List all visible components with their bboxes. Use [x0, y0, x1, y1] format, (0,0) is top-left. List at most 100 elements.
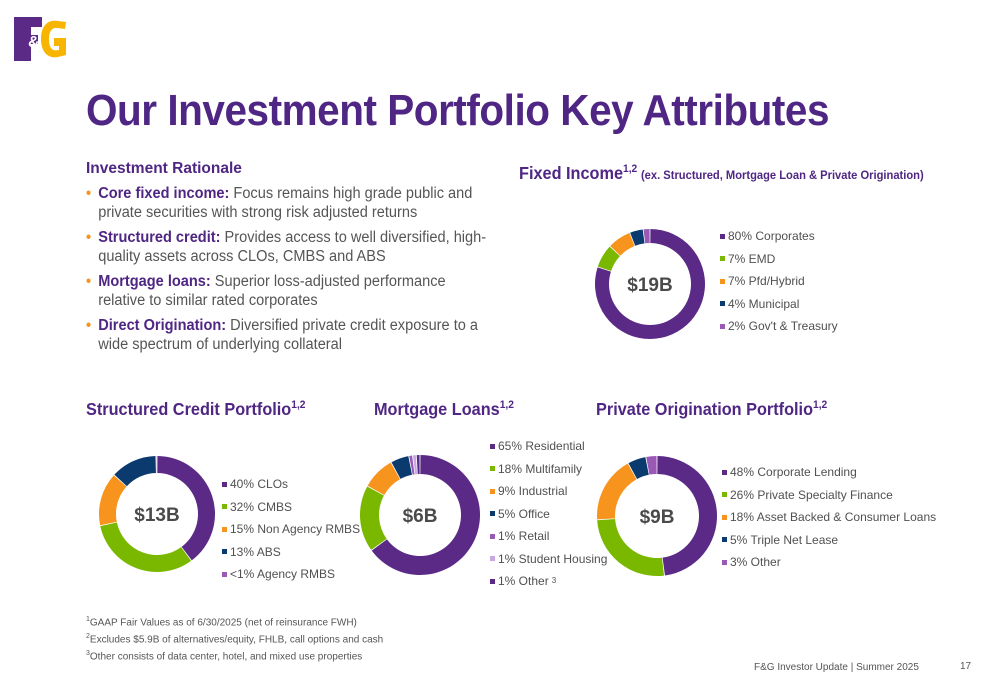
legend-swatch	[222, 526, 227, 532]
donut-slice-5-office	[391, 456, 413, 479]
donut-slice-3-other	[646, 456, 657, 475]
donut-slice-26-private-specialty-finance	[597, 518, 665, 576]
legend-swatch	[722, 469, 727, 475]
footnote-sup: 3	[86, 649, 90, 657]
legend-swatch	[490, 488, 495, 494]
rationale-heading: Investment Rationale	[86, 160, 242, 177]
legend-label: 32% CMBS	[230, 499, 293, 514]
legend-swatch	[222, 571, 227, 577]
legend-item-2-gov-t-treasury: 2% Gov't & Treasury	[720, 315, 838, 338]
page-number: 17	[960, 661, 972, 672]
donut-slice-65-residential	[371, 455, 480, 575]
legend-label: 13% ABS	[230, 544, 281, 559]
legend-item-1-agency-rmbs: <1% Agency RMBS	[222, 563, 360, 586]
legend-swatch	[720, 278, 725, 284]
legend-item-13-abs: 13% ABS	[222, 541, 360, 564]
mortgage-loans-title-sup: 1,2	[499, 399, 514, 412]
donut-slice-1-retail	[409, 455, 415, 475]
legend-item-1-retail: 1% Retail	[490, 525, 607, 548]
legend-item-26-private-specialty-finance: 26% Private Specialty Finance	[722, 484, 936, 507]
legend-item-15-non-agency-rmbs: 15% Non Agency RMBS	[222, 518, 360, 541]
legend-label: 40% CLOs	[230, 477, 289, 491]
legend-swatch	[722, 559, 727, 565]
mortgage-loans-title: Mortgage Loans1,2	[374, 399, 514, 420]
legend-label: 1% Student Housing	[498, 551, 608, 566]
legend-swatch	[490, 443, 495, 449]
footnote: 2Excludes $5.9B of alternatives/equity, …	[86, 630, 383, 647]
fixed-income-donut-chart: $19B	[595, 229, 705, 339]
footnote: 1GAAP Fair Values as of 6/30/2025 (net o…	[86, 613, 383, 630]
donut-slice-18-asset-backed-consumer-loans	[597, 463, 637, 520]
legend-label: 1% Other	[498, 574, 549, 588]
footer-text: F&G Investor Update | Summer 2025	[754, 662, 919, 673]
rationale-item: Mortgage loans: Superior loss-adjusted p…	[86, 272, 493, 310]
donut-center-label: $6B	[403, 506, 438, 527]
donut-slice-1-other	[416, 455, 420, 475]
private-origination-title-text: Private Origination Portfolio	[596, 399, 814, 419]
footnote-text: Excludes $5.9B of alternatives/equity, F…	[89, 634, 384, 646]
rationale-item-label: Core fixed income:	[98, 185, 230, 202]
legend-item-5-triple-net-lease: 5% Triple Net Lease	[722, 529, 936, 552]
donut-slice-18-multifamily	[360, 486, 387, 550]
structured-credit-donut-chart: $13B	[99, 456, 215, 572]
legend-swatch	[722, 537, 727, 543]
legend-label: 48% Corporate Lending	[730, 465, 857, 479]
legend-label: 2% Gov't & Treasury	[728, 319, 838, 333]
legend-item-9-industrial: 9% Industrial	[490, 480, 607, 503]
mortgage-loans-legend: 65% Residential 18% Multifamily 9% Industr…	[490, 435, 607, 593]
legend-label: 7% EMD	[728, 251, 776, 266]
footnote-sup: 1	[86, 616, 90, 623]
fixed-income-title-sup: 1,2	[623, 163, 638, 176]
structured-credit-title: Structured Credit Portfolio1,2	[86, 399, 305, 420]
legend-item-7-pfd-hybrid: 7% Pfd/Hybrid	[720, 270, 838, 293]
legend-item-1-student-housing: 1% Student Housing	[490, 548, 607, 571]
rationale-item-text: Superior loss-adjusted performance relat…	[98, 273, 446, 309]
footnote-text: Other consists of data center, hotel, an…	[89, 650, 363, 662]
legend-swatch	[222, 504, 227, 510]
legend-swatch	[490, 556, 495, 562]
legend-item-18-asset-backed-consumer-loans: 18% Asset Backed & Consumer Loans	[722, 506, 936, 529]
legend-label: 18% Asset Backed & Consumer Loans	[730, 510, 937, 524]
legend-swatch	[222, 481, 227, 487]
svg-text:&: &	[28, 34, 40, 51]
legend-item-7-emd: 7% EMD	[720, 248, 838, 271]
private-origination-donut-chart: $9B	[597, 456, 718, 576]
page-title: Our Investment Portfolio Key Attributes	[86, 86, 830, 135]
mortgage-loans-title-text: Mortgage Loans	[374, 399, 500, 419]
footnotes: 1GAAP Fair Values as of 6/30/2025 (net o…	[86, 613, 383, 663]
donut-slice-15-non-agency-rmbs	[99, 475, 127, 526]
legend-swatch	[720, 256, 725, 262]
legend-label-sup: 3	[551, 576, 557, 585]
legend-label: 9% Industrial	[498, 484, 568, 498]
donut-slice-32-cmbs	[100, 522, 192, 572]
legend-label: 15% Non Agency RMBS	[230, 522, 361, 536]
legend-item-5-office: 5% Office	[490, 503, 607, 526]
legend-swatch	[222, 549, 227, 555]
donut-slice-48-corporate-lending	[657, 456, 718, 576]
donut-slice-13-abs	[114, 456, 156, 487]
fg-logo: &	[14, 17, 68, 66]
footnote: 3Other consists of data center, hotel, a…	[86, 647, 383, 664]
rationale-item-text: Provides access to well diversified, hig…	[98, 229, 487, 265]
legend-label: 4% Municipal	[728, 296, 800, 311]
private-origination-legend: 48% Corporate Lending 26% Private Special…	[722, 461, 936, 574]
fixed-income-title-text: Fixed Income	[519, 163, 624, 183]
legend-item-65-residential: 65% Residential	[490, 435, 607, 458]
donut-slice-1-student-housing	[412, 455, 418, 475]
donut-center-label: $19B	[627, 275, 672, 296]
legend-label: 26% Private Specialty Finance	[730, 487, 893, 502]
legend-label: 65% Residential	[498, 439, 585, 453]
fixed-income-title-note: (ex. Structured, Mortgage Loan & Private…	[640, 168, 924, 182]
legend-swatch	[490, 466, 495, 472]
structured-credit-legend: 40% CLOs 32% CMBS 15% Non Agency RMBS 13% A…	[222, 473, 360, 586]
structured-credit-title-text: Structured Credit Portfolio	[86, 399, 292, 419]
legend-label: 80% Corporates	[728, 229, 815, 243]
legend-swatch	[490, 533, 495, 539]
legend-swatch	[722, 492, 727, 498]
legend-item-18-multifamily: 18% Multifamily	[490, 458, 607, 481]
legend-item-32-cmbs: 32% CMBS	[222, 496, 360, 519]
legend-swatch	[722, 514, 727, 520]
rationale-item-label: Direct Origination:	[98, 317, 227, 334]
donut-center-label: $13B	[134, 505, 179, 526]
legend-swatch	[720, 301, 725, 307]
